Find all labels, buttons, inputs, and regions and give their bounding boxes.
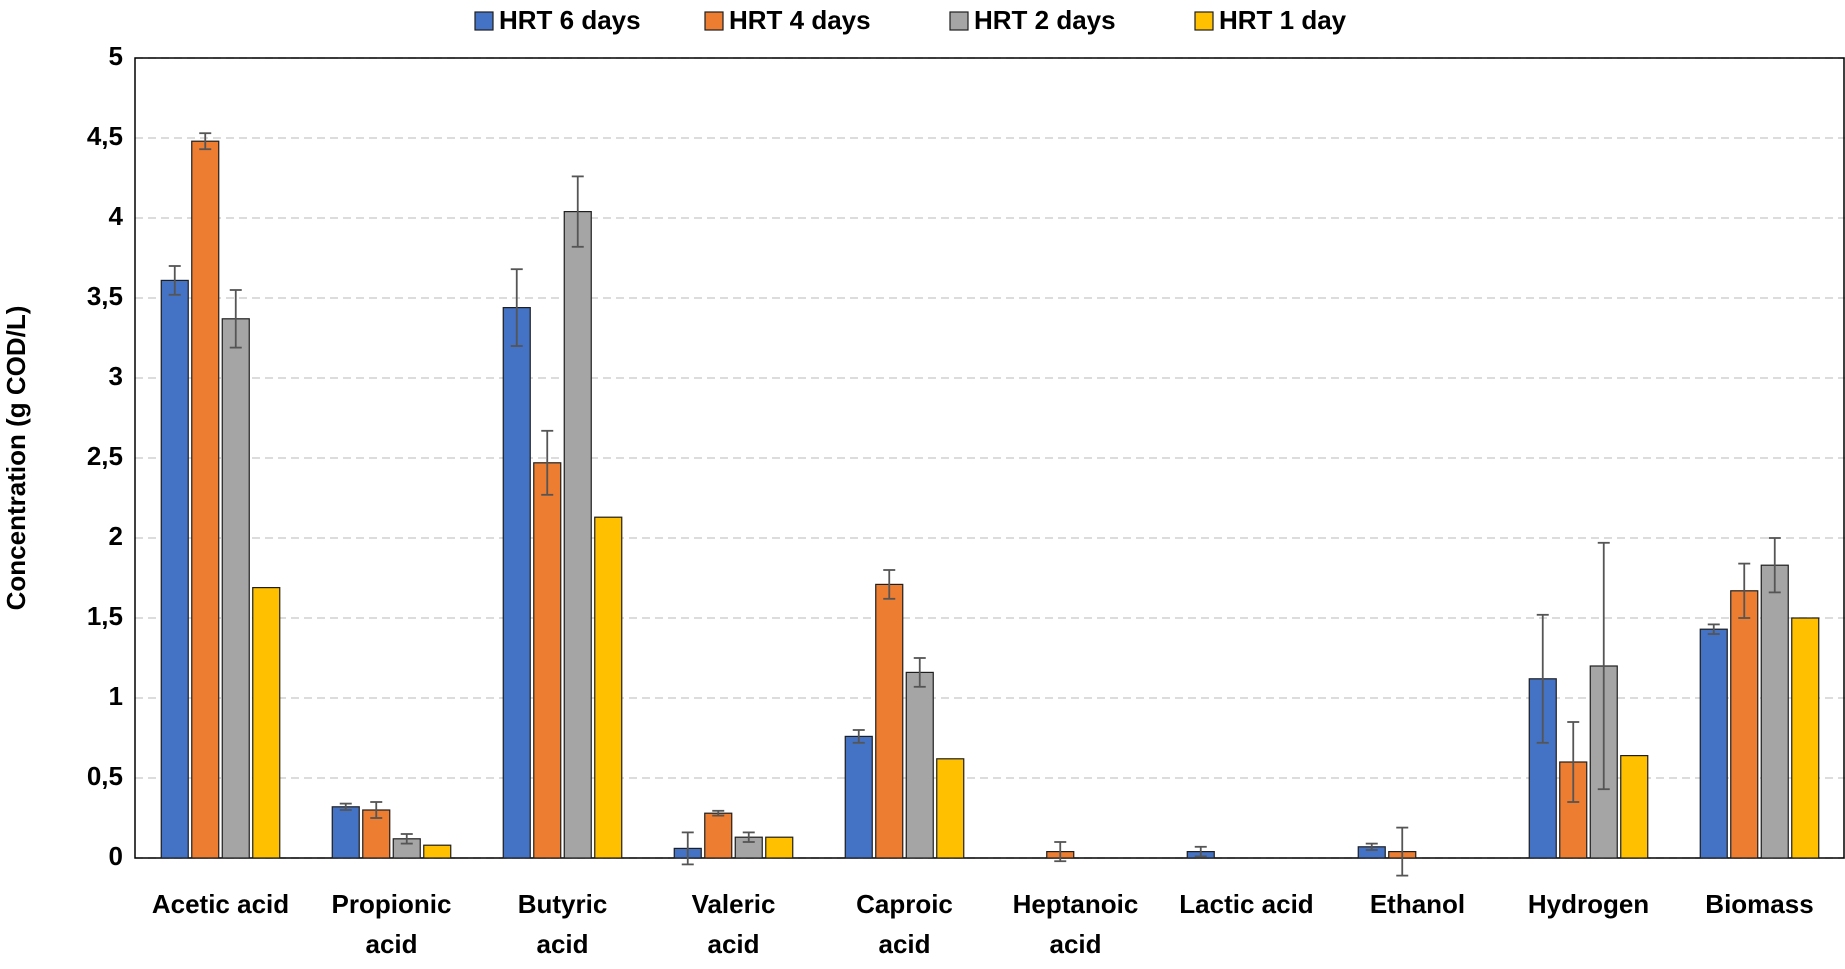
x-tick-label: acid [1049, 929, 1101, 959]
error-bar [1365, 842, 1378, 851]
error-bar [852, 729, 865, 744]
error-bar [712, 809, 725, 817]
error-bar [168, 265, 181, 296]
bar [765, 836, 794, 859]
bar [502, 307, 531, 859]
bar [331, 806, 360, 859]
y-tick-label: 0,5 [87, 761, 123, 791]
bar [1760, 564, 1789, 859]
x-tick-label: acid [707, 929, 759, 959]
error-bar [571, 175, 584, 248]
error-bar [1707, 623, 1720, 635]
x-tick-label: acid [878, 929, 930, 959]
error-bar [1194, 845, 1207, 858]
legend-label: HRT 6 days [499, 5, 641, 35]
x-tick-label: Valeric [692, 889, 776, 919]
bar [905, 671, 934, 859]
y-tick-label: 4 [109, 201, 124, 231]
error-bar [1597, 541, 1610, 791]
x-tick-label: acid [536, 929, 588, 959]
error-bar [1536, 613, 1549, 744]
bar [563, 211, 592, 859]
error-bar [199, 132, 212, 151]
bar [252, 586, 281, 859]
x-tick-label: Acetic acid [152, 889, 289, 919]
x-tick-label: Caproic [856, 889, 953, 919]
y-tick-label: 4,5 [87, 121, 123, 151]
y-tick-label: 1,5 [87, 601, 123, 631]
error-bar [913, 657, 926, 688]
error-bar [339, 802, 352, 811]
legend-swatch [474, 11, 494, 31]
bar [191, 140, 220, 859]
bar [1730, 590, 1759, 859]
bar [221, 318, 250, 859]
y-tick-label: 2 [109, 521, 123, 551]
bar [844, 735, 873, 859]
bar [160, 279, 189, 859]
bar [423, 844, 452, 859]
error-bar [370, 801, 383, 819]
x-tick-label: Biomass [1705, 889, 1813, 919]
error-bar [400, 833, 413, 845]
bar [1699, 628, 1728, 859]
y-axis-label: Concentration (g COD/L) [1, 306, 31, 611]
bar [594, 516, 623, 859]
x-tick-label: Hydrogen [1528, 889, 1649, 919]
legend-swatch [1194, 11, 1214, 31]
error-bar [742, 831, 755, 843]
error-bar [883, 569, 896, 600]
bar [1791, 617, 1820, 859]
plot-frame [134, 57, 1845, 859]
bar [936, 758, 965, 859]
bar [704, 812, 733, 859]
error-bar [681, 831, 694, 866]
bar [533, 462, 562, 859]
legend-swatch [704, 11, 724, 31]
error-bar [541, 429, 554, 496]
x-tick-label: Lactic acid [1179, 889, 1313, 919]
error-bar [1738, 562, 1751, 619]
y-tick-label: 2,5 [87, 441, 123, 471]
error-bar [1567, 721, 1580, 803]
y-tick-label: 5 [109, 41, 123, 71]
error-bar [1768, 537, 1781, 594]
x-tick-label: Heptanoic [1013, 889, 1139, 919]
legend-swatch [949, 11, 969, 31]
error-bar [229, 289, 242, 349]
legend-label: HRT 1 day [1219, 5, 1347, 35]
x-tick-label: Butyric [518, 889, 608, 919]
error-bar [1396, 826, 1409, 877]
y-tick-label: 3 [109, 361, 123, 391]
legend-label: HRT 2 days [974, 5, 1116, 35]
y-tick-label: 3,5 [87, 281, 123, 311]
legend-label: HRT 4 days [729, 5, 871, 35]
y-tick-label: 0 [109, 841, 123, 871]
error-bar [1054, 841, 1067, 863]
y-tick-label: 1 [109, 681, 123, 711]
bar [875, 583, 904, 859]
bar [1620, 754, 1649, 859]
x-tick-label: Ethanol [1370, 889, 1465, 919]
x-tick-label: Propionic [332, 889, 452, 919]
x-tick-label: acid [365, 929, 417, 959]
error-bar [510, 268, 523, 347]
